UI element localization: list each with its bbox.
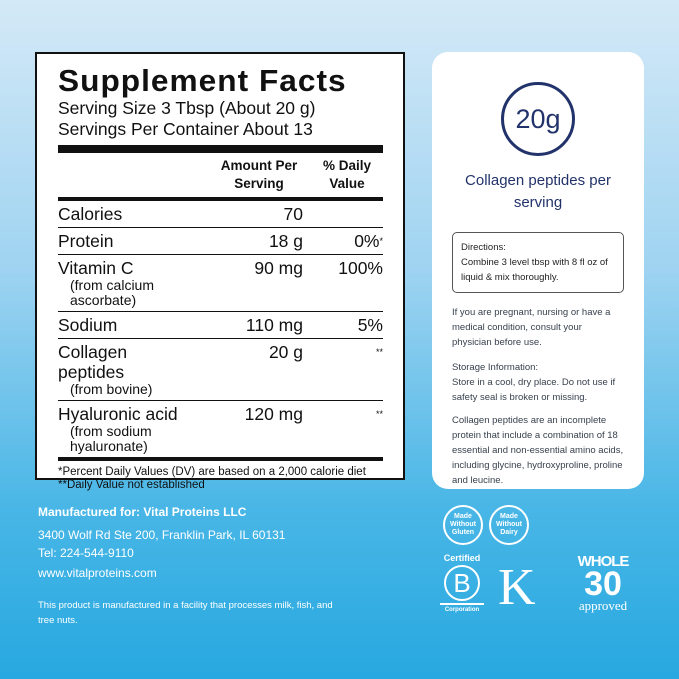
- footnote: **Daily Value not established: [58, 479, 205, 491]
- bcorp-bottom: Corporation: [440, 603, 484, 613]
- manufacturer: Manufactured for: Vital Proteins LLC: [38, 505, 247, 519]
- protein-note: Collagen peptides are an incomplete prot…: [452, 415, 624, 486]
- serving-size: Serving Size 3 Tbsp (About 20 g): [58, 98, 316, 118]
- bcorp-letter: B: [444, 565, 480, 601]
- nutrient-dv: 0%*: [303, 231, 383, 251]
- dairy-free-badge: Made Without Dairy: [489, 505, 529, 545]
- nutrient-row: Protein 18 g 0%*: [58, 228, 383, 255]
- facts-header: Amount Per Serving % Daily Value: [58, 153, 383, 197]
- dv-mark: *: [379, 236, 383, 246]
- nutrient-row: Vitamin C (from calcium ascorbate) 90 mg 10…: [58, 255, 383, 312]
- nutrient-dv: [303, 204, 383, 224]
- nutrient-amount: 70: [283, 204, 303, 224]
- nutrient-amount: 20 g: [268, 342, 303, 362]
- divider: [58, 197, 383, 201]
- nutrient-source: (from sodium hyaluronate): [70, 423, 152, 454]
- nutrient-row: Hyaluronic acid (from sodium hyaluronate)…: [58, 401, 383, 457]
- servings-per-container: Servings Per Container About 13: [58, 119, 313, 139]
- amount-label: Collagen peptides per serving: [465, 172, 611, 211]
- nutrient-source: (from calcium ascorbate): [70, 277, 155, 308]
- dv-value: 100%: [338, 258, 383, 278]
- storage-title: Storage Information:: [452, 362, 539, 373]
- dv-header: % Daily Value: [322, 158, 372, 191]
- directions-box: Directions: Combine 3 level tbsp with 8 …: [452, 232, 624, 293]
- nutrient-amount: 110 mg: [245, 315, 303, 335]
- bcorp-top: Certified: [443, 553, 481, 563]
- info-card: 20g Collagen peptides per serving Direct…: [432, 52, 644, 489]
- nutrient-name: Sodium: [58, 315, 118, 335]
- whole30-top: WHOLE: [577, 553, 630, 570]
- storage-text: Store in a cool, dry place. Do not use i…: [452, 377, 616, 403]
- nutrient-row: Calories 70: [58, 201, 383, 228]
- dv-value: 5%: [357, 315, 383, 335]
- address: 3400 Wolf Rd Ste 200, Franklin Park, IL …: [38, 528, 286, 542]
- gluten-free-badge: Made Without Gluten: [443, 505, 483, 545]
- amount-header: Amount Per Serving: [220, 158, 298, 191]
- kosher-logo: K: [498, 559, 536, 616]
- nutrient-amount: 18 g: [268, 231, 303, 251]
- nutrient-dv: **: [303, 404, 383, 454]
- allergen-statement: This product is manufactured in a facili…: [38, 600, 333, 626]
- nutrient-name: Vitamin C: [58, 258, 134, 278]
- nutrient-amount: 90 mg: [254, 258, 303, 278]
- dv-mark: **: [375, 347, 383, 357]
- warning-text: If you are pregnant, nursing or have a m…: [452, 307, 611, 348]
- nutrient-dv: **: [303, 342, 383, 397]
- footnote: *Percent Daily Values (DV) are based on …: [58, 466, 366, 478]
- facts-title: Supplement Facts: [58, 63, 347, 98]
- nutrient-name: Calories: [58, 204, 123, 224]
- nutrient-row: Sodium 110 mg 5%: [58, 312, 383, 339]
- directions-title: Directions:: [461, 242, 506, 253]
- nutrient-name: Protein: [58, 231, 114, 251]
- dv-value: 0%: [354, 231, 380, 251]
- divider: [58, 145, 383, 153]
- amount-circle: 20g: [501, 82, 575, 156]
- supplement-facts-panel: Supplement Facts Serving Size 3 Tbsp (Ab…: [35, 52, 405, 491]
- whole30-logo: WHOLE 30 approved: [573, 554, 633, 612]
- nutrient-source: (from bovine): [70, 381, 153, 397]
- divider: [58, 457, 383, 461]
- phone: Tel: 224-544-9110: [38, 546, 134, 560]
- b-corp-logo: Certified B Corporation: [440, 553, 484, 613]
- nutrient-dv: 5%: [303, 315, 383, 335]
- nutrient-dv: 100%: [303, 258, 383, 308]
- nutrient-name: Hyaluronic acid: [58, 404, 178, 424]
- directions-text: Combine 3 level tbsp with 8 fl oz of liq…: [461, 257, 608, 283]
- nutrient-row: Collagen peptides (from bovine) 20 g **: [58, 339, 383, 401]
- nutrient-name: Collagen peptides: [58, 342, 128, 382]
- website-link[interactable]: www.vitalproteins.com: [38, 566, 157, 580]
- whole30-number: 30: [584, 565, 622, 603]
- nutrient-amount: 120 mg: [244, 404, 303, 424]
- whole30-bottom: approved: [578, 598, 628, 613]
- dv-mark: **: [375, 409, 383, 419]
